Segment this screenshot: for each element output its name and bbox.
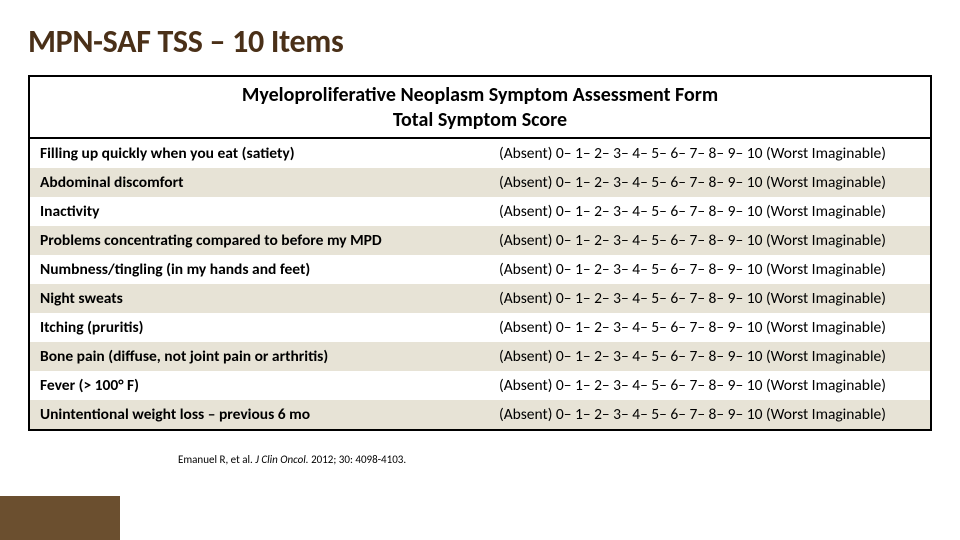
- scale-absent-label: (Absent): [499, 318, 552, 337]
- scale-cell: (Absent) 0– 1– 2– 3– 4– 5– 6– 7– 8– 9– 1…: [489, 226, 930, 255]
- scale-worst-label: (Worst Imaginable): [766, 318, 886, 337]
- scale-values: 0– 1– 2– 3– 4– 5– 6– 7– 8– 9– 10: [552, 202, 766, 221]
- scale-values: 0– 1– 2– 3– 4– 5– 6– 7– 8– 9– 10: [552, 260, 766, 279]
- table-row: Bone pain (diffuse, not joint pain or ar…: [30, 342, 930, 371]
- table-row: Inactivity(Absent) 0– 1– 2– 3– 4– 5– 6– …: [30, 197, 930, 226]
- scale-absent-label: (Absent): [499, 231, 552, 250]
- scale-values: 0– 1– 2– 3– 4– 5– 6– 7– 8– 9– 10: [552, 318, 766, 337]
- citation-ref: 2012; 30: 4098-4103.: [311, 453, 406, 466]
- scale-cell: (Absent) 0– 1– 2– 3– 4– 5– 6– 7– 8– 9– 1…: [489, 255, 930, 284]
- scale-absent-label: (Absent): [499, 405, 552, 424]
- symptom-cell: Itching (pruritis): [30, 313, 489, 342]
- scale-values: 0– 1– 2– 3– 4– 5– 6– 7– 8– 9– 10: [552, 173, 766, 192]
- scale-values: 0– 1– 2– 3– 4– 5– 6– 7– 8– 9– 10: [552, 347, 766, 366]
- table-header: Myeloproliferative Neoplasm Symptom Asse…: [30, 77, 930, 139]
- table-header-line2: Total Symptom Score: [38, 108, 922, 133]
- scale-absent-label: (Absent): [499, 144, 552, 163]
- scale-values: 0– 1– 2– 3– 4– 5– 6– 7– 8– 9– 10: [552, 231, 766, 250]
- scale-worst-label: (Worst Imaginable): [766, 144, 886, 163]
- symptom-cell: Night sweats: [30, 284, 489, 313]
- footer-accent-block: [0, 496, 120, 540]
- scale-absent-label: (Absent): [499, 289, 552, 308]
- scale-absent-label: (Absent): [499, 202, 552, 221]
- table-row: Night sweats(Absent) 0– 1– 2– 3– 4– 5– 6…: [30, 284, 930, 313]
- scale-worst-label: (Worst Imaginable): [766, 231, 886, 250]
- symptom-cell: Abdominal discomfort: [30, 168, 489, 197]
- symptom-cell: Filling up quickly when you eat (satiety…: [30, 139, 489, 168]
- scale-cell: (Absent) 0– 1– 2– 3– 4– 5– 6– 7– 8– 9– 1…: [489, 139, 930, 168]
- symptom-cell: Fever (> 100° F): [30, 371, 489, 400]
- table-row: Fever (> 100° F)(Absent) 0– 1– 2– 3– 4– …: [30, 371, 930, 400]
- table-row: Filling up quickly when you eat (satiety…: [30, 139, 930, 168]
- table-header-line1: Myeloproliferative Neoplasm Symptom Asse…: [38, 83, 922, 108]
- symptom-cell: Bone pain (diffuse, not joint pain or ar…: [30, 342, 489, 371]
- scale-cell: (Absent) 0– 1– 2– 3– 4– 5– 6– 7– 8– 9– 1…: [489, 197, 930, 226]
- scale-absent-label: (Absent): [499, 173, 552, 192]
- table-body: Filling up quickly when you eat (satiety…: [30, 139, 930, 429]
- table-row: Unintentional weight loss – previous 6 m…: [30, 400, 930, 429]
- scale-worst-label: (Worst Imaginable): [766, 289, 886, 308]
- scale-worst-label: (Worst Imaginable): [766, 202, 886, 221]
- table-row: Abdominal discomfort(Absent) 0– 1– 2– 3–…: [30, 168, 930, 197]
- symptom-cell: Inactivity: [30, 197, 489, 226]
- table-row: Numbness/tingling (in my hands and feet)…: [30, 255, 930, 284]
- scale-worst-label: (Worst Imaginable): [766, 376, 886, 395]
- scale-absent-label: (Absent): [499, 347, 552, 366]
- symptom-cell: Problems concentrating compared to befor…: [30, 226, 489, 255]
- citation-authors: Emanuel R, et al.: [178, 453, 253, 466]
- scale-cell: (Absent) 0– 1– 2– 3– 4– 5– 6– 7– 8– 9– 1…: [489, 284, 930, 313]
- scale-cell: (Absent) 0– 1– 2– 3– 4– 5– 6– 7– 8– 9– 1…: [489, 342, 930, 371]
- scale-values: 0– 1– 2– 3– 4– 5– 6– 7– 8– 9– 10: [552, 405, 766, 424]
- scale-values: 0– 1– 2– 3– 4– 5– 6– 7– 8– 9– 10: [552, 144, 766, 163]
- scale-cell: (Absent) 0– 1– 2– 3– 4– 5– 6– 7– 8– 9– 1…: [489, 371, 930, 400]
- symptom-cell: Unintentional weight loss – previous 6 m…: [30, 400, 489, 429]
- table-row: Itching (pruritis)(Absent) 0– 1– 2– 3– 4…: [30, 313, 930, 342]
- scale-worst-label: (Worst Imaginable): [766, 405, 886, 424]
- page-title: MPN-SAF TSS – 10 Items: [28, 22, 932, 61]
- scale-worst-label: (Worst Imaginable): [766, 260, 886, 279]
- scale-cell: (Absent) 0– 1– 2– 3– 4– 5– 6– 7– 8– 9– 1…: [489, 313, 930, 342]
- assessment-table: Myeloproliferative Neoplasm Symptom Asse…: [28, 75, 932, 431]
- symptom-cell: Numbness/tingling (in my hands and feet): [30, 255, 489, 284]
- scale-absent-label: (Absent): [499, 376, 552, 395]
- citation-journal: J Clin Oncol.: [255, 453, 308, 466]
- scale-cell: (Absent) 0– 1– 2– 3– 4– 5– 6– 7– 8– 9– 1…: [489, 168, 930, 197]
- scale-values: 0– 1– 2– 3– 4– 5– 6– 7– 8– 9– 10: [552, 289, 766, 308]
- scale-absent-label: (Absent): [499, 260, 552, 279]
- scale-worst-label: (Worst Imaginable): [766, 347, 886, 366]
- scale-cell: (Absent) 0– 1– 2– 3– 4– 5– 6– 7– 8– 9– 1…: [489, 400, 930, 429]
- citation: Emanuel R, et al. J Clin Oncol. 2012; 30…: [178, 453, 932, 466]
- table-row: Problems concentrating compared to befor…: [30, 226, 930, 255]
- scale-values: 0– 1– 2– 3– 4– 5– 6– 7– 8– 9– 10: [552, 376, 766, 395]
- scale-worst-label: (Worst Imaginable): [766, 173, 886, 192]
